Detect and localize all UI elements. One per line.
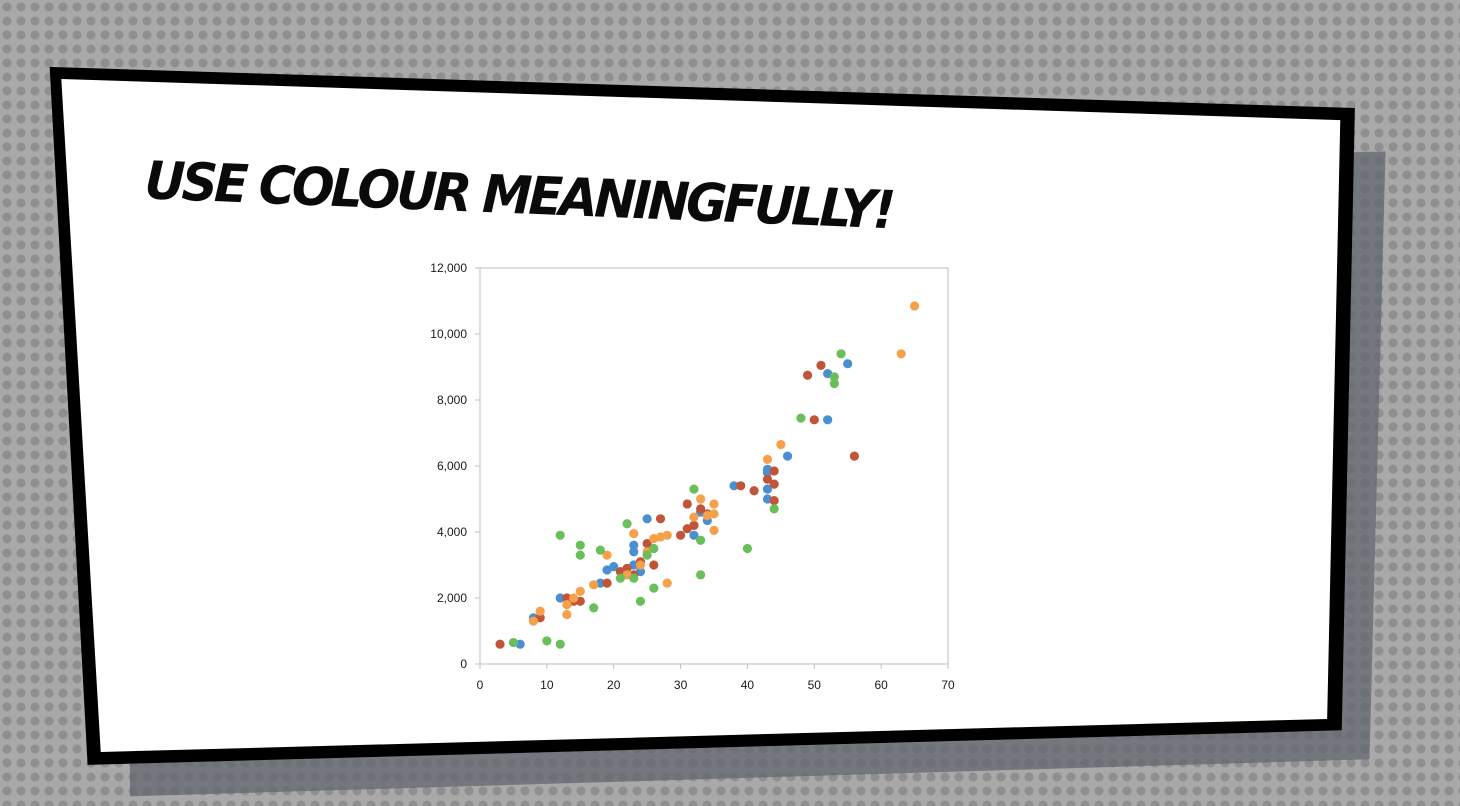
data-point	[535, 606, 545, 616]
y-tick-label: 4,000	[437, 525, 467, 539]
data-point	[555, 639, 565, 649]
data-point	[742, 543, 753, 554]
data-point	[675, 530, 686, 540]
x-tick-label: 20	[607, 678, 621, 692]
x-tick-label: 60	[874, 678, 888, 692]
data-point	[642, 538, 652, 549]
y-tick-label: 0	[460, 657, 467, 671]
data-point	[696, 570, 706, 580]
data-point	[629, 529, 639, 539]
data-point	[782, 451, 793, 461]
data-point	[562, 600, 572, 610]
data-point	[769, 466, 779, 476]
data-point	[662, 578, 672, 588]
data-point	[689, 512, 699, 522]
data-point	[803, 370, 813, 380]
data-point	[769, 496, 779, 506]
data-point	[575, 586, 585, 596]
x-tick-label: 30	[674, 678, 688, 692]
data-point	[729, 481, 739, 491]
data-point	[595, 545, 605, 555]
data-point	[689, 520, 699, 530]
data-point	[555, 593, 565, 603]
data-point	[796, 413, 806, 423]
data-point	[682, 499, 692, 509]
data-point	[655, 514, 666, 524]
x-tick-label: 70	[941, 678, 955, 692]
data-point	[689, 530, 699, 540]
data-point	[602, 550, 612, 560]
data-point	[508, 637, 519, 648]
data-point	[816, 360, 826, 370]
scatter-chart: 0 2,000 4,000 6,000 8,000 10,000 12,000 0 10 20 30…	[430, 261, 955, 692]
data-point	[736, 481, 746, 491]
data-point	[662, 530, 672, 540]
data-point	[642, 514, 652, 524]
data-point	[696, 504, 706, 514]
data-point	[528, 616, 539, 626]
data-point	[896, 349, 906, 359]
data-point	[689, 484, 699, 494]
data-point	[575, 540, 585, 550]
data-point	[762, 474, 773, 484]
x-tick-label: 50	[808, 678, 822, 692]
data-point	[762, 454, 773, 464]
data-point	[555, 530, 565, 540]
y-tick-label: 6,000	[437, 459, 467, 473]
data-point	[776, 439, 786, 450]
data-point	[809, 415, 819, 425]
data-point	[635, 560, 646, 570]
y-tick-label: 2,000	[437, 591, 467, 605]
data-point	[709, 525, 719, 535]
data-point	[635, 596, 646, 606]
data-point	[622, 563, 632, 573]
data-point	[629, 540, 639, 550]
data-point	[495, 639, 505, 649]
data-point	[622, 519, 632, 529]
data-point	[843, 359, 853, 369]
y-tick-label: 10,000	[430, 327, 467, 341]
data-point	[649, 583, 659, 593]
data-point	[562, 609, 572, 620]
data-point	[829, 378, 839, 389]
data-point	[589, 603, 599, 613]
data-point	[649, 543, 659, 554]
data-point	[575, 550, 585, 560]
x-tick-label: 40	[741, 678, 755, 692]
data-point	[696, 535, 706, 545]
data-point	[836, 349, 846, 359]
data-point	[569, 593, 579, 603]
x-tick-label: 0	[477, 678, 484, 692]
y-tick-label: 12,000	[430, 261, 467, 275]
data-point	[709, 499, 719, 509]
x-tick-label: 10	[540, 678, 554, 692]
data-point	[849, 451, 859, 461]
data-point	[629, 547, 639, 557]
data-point	[909, 301, 920, 311]
data-point	[769, 479, 779, 489]
data-point	[829, 372, 839, 382]
data-point	[762, 484, 773, 494]
y-tick-label: 8,000	[437, 393, 467, 407]
data-point	[629, 573, 639, 583]
data-point	[615, 573, 625, 583]
data-point	[589, 580, 599, 590]
plot-frame	[479, 267, 949, 665]
data-point	[823, 415, 833, 425]
data-point	[709, 509, 719, 519]
data-point	[609, 562, 619, 572]
data-point	[696, 494, 706, 504]
data-point	[769, 504, 779, 514]
data-point	[602, 578, 612, 588]
data-point	[542, 636, 552, 646]
data-point	[642, 550, 652, 560]
data-point	[749, 486, 759, 496]
data-point	[649, 560, 659, 570]
